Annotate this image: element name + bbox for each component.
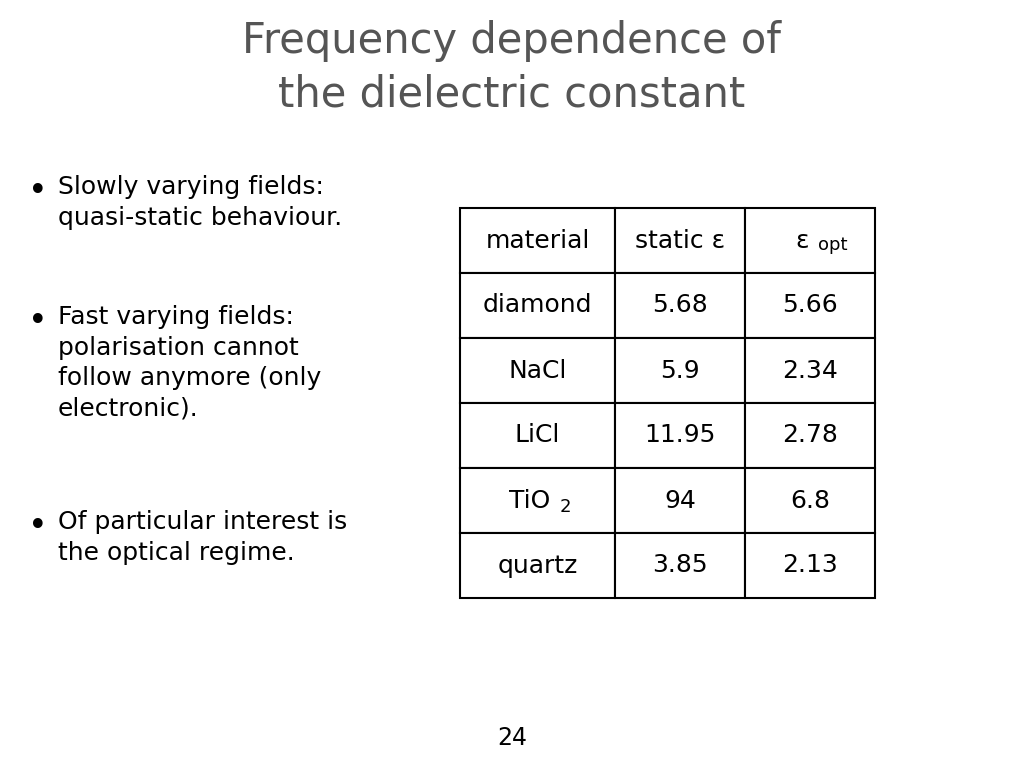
Text: 94: 94 (664, 488, 696, 512)
Text: 5.9: 5.9 (660, 359, 699, 382)
Bar (745, 468, 874, 533)
Bar (460, 273, 615, 338)
Text: 24: 24 (497, 726, 527, 750)
Text: 2.78: 2.78 (782, 423, 838, 448)
Text: 5.66: 5.66 (782, 293, 838, 317)
Text: static ε: static ε (635, 229, 725, 253)
Text: Slowly varying fields:
quasi-static behaviour.: Slowly varying fields: quasi-static beha… (58, 175, 342, 230)
Text: 5.68: 5.68 (652, 293, 708, 317)
Bar (460, 208, 615, 273)
Text: 2.13: 2.13 (782, 554, 838, 578)
Text: TiO: TiO (509, 488, 550, 512)
Text: •: • (29, 510, 48, 543)
Text: NaCl: NaCl (508, 359, 566, 382)
Bar (615, 468, 745, 533)
Text: 11.95: 11.95 (644, 423, 716, 448)
Bar (460, 403, 615, 468)
Text: LiCl: LiCl (515, 423, 560, 448)
Text: Frequency dependence of
the dielectric constant: Frequency dependence of the dielectric c… (243, 20, 781, 115)
Text: material: material (485, 229, 590, 253)
Bar (460, 338, 615, 403)
Text: •: • (29, 175, 48, 208)
Bar (745, 338, 874, 403)
Bar (460, 468, 615, 533)
Bar (460, 533, 615, 598)
Bar (615, 208, 745, 273)
Text: 2: 2 (559, 498, 571, 515)
Text: ε: ε (796, 229, 809, 253)
Text: 6.8: 6.8 (790, 488, 830, 512)
Bar (615, 533, 745, 598)
Bar (745, 208, 874, 273)
Bar (745, 403, 874, 468)
Bar (745, 273, 874, 338)
Text: •: • (29, 305, 48, 338)
Bar (615, 403, 745, 468)
Text: Of particular interest is
the optical regime.: Of particular interest is the optical re… (58, 510, 347, 564)
Text: opt: opt (818, 237, 848, 254)
Text: 3.85: 3.85 (652, 554, 708, 578)
Bar (615, 273, 745, 338)
Bar (615, 338, 745, 403)
Text: diamond: diamond (482, 293, 592, 317)
Text: 2.34: 2.34 (782, 359, 838, 382)
Text: Fast varying fields:
polarisation cannot
follow anymore (only
electronic).: Fast varying fields: polarisation cannot… (58, 305, 322, 421)
Bar (745, 533, 874, 598)
Text: quartz: quartz (498, 554, 578, 578)
